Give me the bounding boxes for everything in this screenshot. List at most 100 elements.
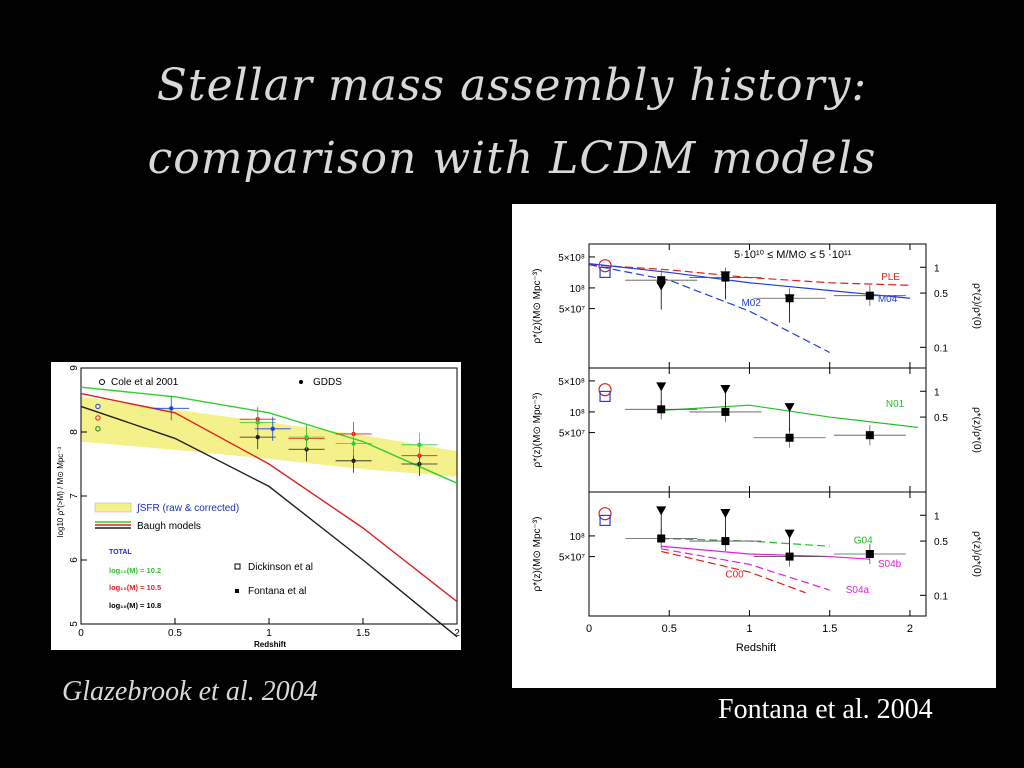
legend-sfr-swatch — [94, 502, 132, 513]
data-point-green — [351, 441, 356, 446]
model-curve-g04 — [661, 537, 830, 547]
data-point-black — [351, 458, 356, 463]
y-tick-label: 6 — [69, 557, 80, 563]
caption-right: Fontana et al. 2004 — [718, 694, 933, 725]
upper-limit-triangle — [656, 281, 667, 291]
data-point-square — [865, 291, 874, 300]
y-tick-label-left: 10⁸ — [570, 408, 585, 419]
cole-point — [95, 426, 101, 432]
y-tick-label-right: 0.1 — [934, 343, 948, 354]
legend-filled-square-marker — [235, 589, 239, 593]
glazebrook-plot: 0 0.5 1 1.5 2 5 6 7 8 9 Redshift log10 ρ*(>M) / M… — [56, 365, 460, 649]
fontana-panel-frame — [588, 367, 927, 493]
y-tick-label-left: 5×10⁷ — [559, 553, 586, 564]
upper-limit-triangle — [720, 271, 731, 281]
caption-left: Glazebrook et al. 2004 — [62, 676, 318, 707]
legend-filled-circle-marker — [299, 380, 303, 384]
y-tick-label-left: 5×10⁷ — [559, 429, 586, 440]
upper-limit-triangle — [784, 403, 795, 413]
x-tick-label: 2 — [454, 628, 460, 639]
cole-point — [95, 415, 101, 421]
model-curve-c00 — [661, 550, 806, 594]
upper-limit-triangle — [656, 506, 667, 516]
local-square-marker — [599, 390, 611, 403]
legend-fontana: Fontana et al — [248, 586, 306, 597]
data-point-green — [304, 434, 309, 440]
data-point-square — [785, 433, 794, 442]
legend-open-circle-marker — [99, 379, 105, 385]
x-tick-label: 0 — [586, 623, 592, 635]
data-point-square — [721, 537, 730, 546]
y-tick-label-right: 0.5 — [934, 289, 948, 300]
data-point-green — [255, 420, 260, 425]
fontana-plot: 5×10⁸ 10⁸ 5×10⁷ 1 0.5 0.1 ρ*(z)(M⊙ Mpc⁻³) ρ*(z)… — [532, 243, 982, 654]
local-circle-marker — [598, 383, 612, 397]
y-axis-label-right: ρ*(z)/ρ*(0) — [971, 283, 982, 329]
model-label-ple: PLE — [881, 272, 900, 283]
data-point-square — [865, 550, 874, 558]
y-tick-label: 8 — [69, 429, 80, 435]
y-tick-label-right: 0.1 — [934, 591, 948, 602]
model-label-g04: G04 — [854, 536, 873, 547]
y-tick-label-left: 5×10⁷ — [559, 305, 586, 316]
model-label-c00: C00 — [725, 569, 744, 580]
glazebrook-xlabel: Redshift — [254, 640, 286, 649]
glazebrook-ylabel: log10 ρ*(>M) / M⊙ Mpc⁻³ — [56, 446, 65, 537]
x-tick-label: 2 — [907, 623, 913, 635]
local-square-marker — [599, 266, 611, 279]
model-label-m04: M04 — [878, 294, 898, 305]
model-label-s04a: S04a — [846, 585, 870, 596]
y-tick-label-left: 5×10⁸ — [558, 377, 585, 388]
y-tick-label-right: 1 — [934, 263, 940, 274]
model-curve-m04 — [588, 263, 911, 299]
model-label-m02: M02 — [741, 298, 761, 309]
legend-cole: Cole et al 2001 — [111, 377, 179, 388]
x-tick-label: 1.5 — [822, 623, 837, 635]
x-tick-label: 1.5 — [356, 628, 370, 639]
legend-gdds: GDDS — [313, 377, 342, 388]
y-tick-label-right: 0.5 — [934, 413, 948, 424]
fontana-panel1-annotation: 5·10¹⁰ ≤ M/M⊙ ≤ 5 ·10¹¹ — [734, 249, 852, 261]
slide-title-line2: comparison with LCDM models — [147, 133, 877, 184]
data-point-square — [865, 431, 874, 440]
x-tick-label: 0.5 — [168, 628, 182, 639]
y-axis-label-left: ρ*(z)(M⊙ Mpc⁻³) — [532, 393, 543, 468]
y-tick-label: 5 — [69, 621, 80, 627]
local-square-marker — [599, 514, 611, 527]
data-point-black — [255, 434, 260, 440]
baugh-model-line-red — [80, 392, 458, 603]
y-tick-label-right: 1 — [934, 387, 940, 398]
y-axis-label-left: ρ*(z)(M⊙ Mpc⁻³) — [532, 269, 543, 344]
legend-sfr: ∫SFR (raw & corrected) — [136, 503, 239, 514]
cole-point — [95, 403, 101, 410]
legend-baugh: Baugh models — [137, 521, 201, 532]
model-curve-s04a — [661, 548, 830, 591]
fontana-xlabel: Redshift — [736, 642, 776, 654]
x-tick-label: 1 — [746, 623, 752, 635]
data-point-square — [657, 276, 666, 285]
legend-total: TOTAL — [109, 549, 132, 556]
x-tick-label: 0.5 — [662, 623, 677, 635]
local-circle-marker — [598, 259, 612, 273]
slide-title-line1: Stellar mass assembly history: — [156, 60, 868, 111]
y-axis-label-right: ρ*(z)/ρ*(0) — [971, 407, 982, 453]
legend-m105: log₁₀(M) = 10.5 — [109, 583, 161, 592]
legend-dickinson: Dickinson et al — [248, 562, 313, 573]
y-tick-label-left: 5×10⁸ — [558, 253, 585, 264]
data-point-square — [657, 534, 666, 543]
y-axis-label-left: ρ*(z)(M⊙ Mpc⁻³) — [532, 517, 543, 592]
baugh-model-line-green — [80, 386, 458, 484]
y-tick-label: 9 — [69, 365, 80, 371]
y-tick-label-left: 10⁸ — [570, 284, 585, 295]
upper-limit-triangle — [720, 509, 731, 518]
data-point-blue — [270, 426, 275, 431]
y-tick-label-left: 10⁸ — [570, 532, 585, 543]
x-tick-label: 0 — [78, 628, 84, 639]
y-tick-label-right: 1 — [934, 511, 940, 522]
upper-limit-triangle — [784, 529, 795, 539]
model-label-n01: N01 — [886, 399, 905, 410]
model-label-s04b: S04b — [878, 559, 902, 570]
y-axis-label-right: ρ*(z)/ρ*(0) — [971, 531, 982, 577]
data-point-green — [417, 442, 422, 447]
fontana-chart: 5×10⁸ 10⁸ 5×10⁷ 1 0.5 0.1 ρ*(z)(M⊙ Mpc⁻³) ρ*(z)… — [512, 204, 996, 688]
